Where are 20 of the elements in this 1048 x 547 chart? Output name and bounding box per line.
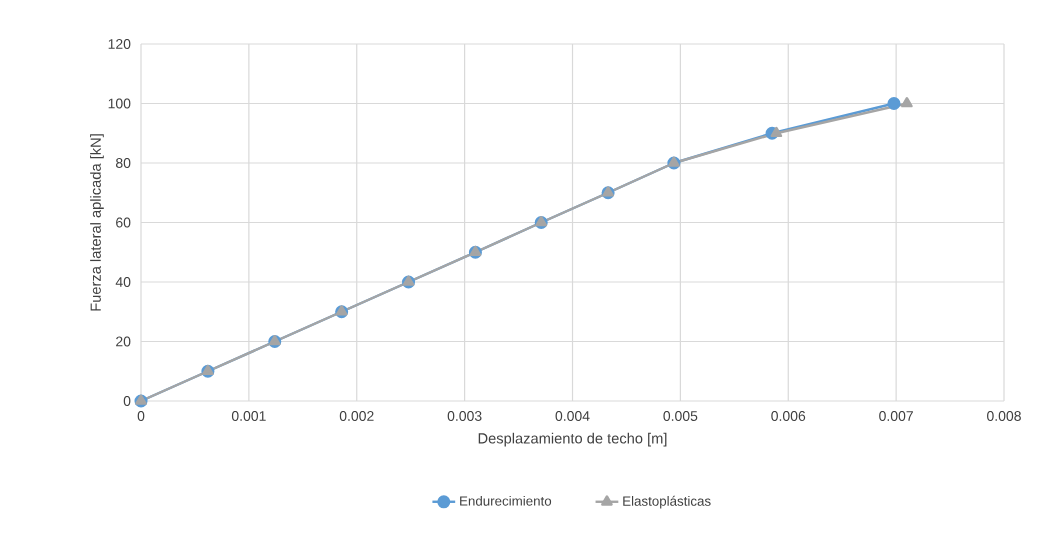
y-tick-label: 0 [123,396,131,406]
y-tick-label: 20 [116,336,131,347]
x-axis-title: Desplazamiento de techo [m] [478,432,667,447]
x-tick-label: 0.004 [555,411,590,421]
y-tick-label: 60 [116,217,131,228]
x-tick-label: 0.001 [231,411,266,421]
legend-label: Endurecimiento [460,495,552,506]
x-tick-label: 0.005 [663,411,698,421]
y-axis-title: Fuerza lateral aplicada [kN] [90,134,104,311]
x-tick-label: 0.003 [447,411,482,421]
legend-label: Elastoplásticas [623,495,711,509]
y-tick-label: 100 [108,98,131,109]
x-tick-label: 0.008 [987,411,1021,421]
x-tick-label: 0.002 [339,411,374,421]
y-tick-label: 80 [116,158,131,168]
y-tick-label: 40 [115,277,131,287]
x-tick-label: 0.006 [771,411,806,421]
x-tick-label: 0 [137,411,145,421]
y-tick-label: 120 [108,39,131,49]
x-tick-label: 0.007 [879,411,913,421]
